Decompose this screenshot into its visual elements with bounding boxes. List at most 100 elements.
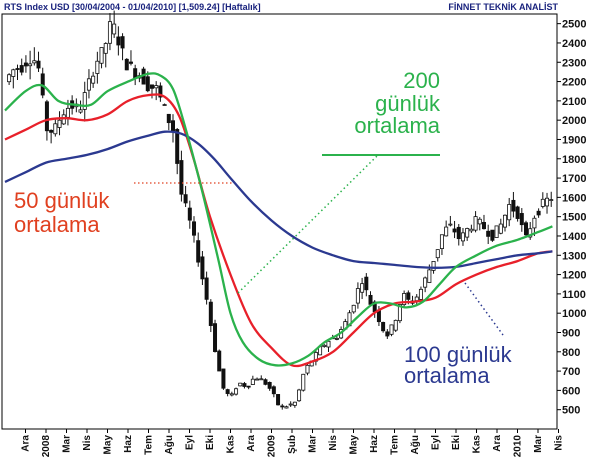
y-tick-label: 1900 <box>562 134 586 146</box>
ma200-line <box>4 72 553 367</box>
y-tick-label: 2000 <box>562 115 586 127</box>
price-candle <box>65 107 70 118</box>
price-candle <box>196 240 201 263</box>
price-candle <box>225 389 230 394</box>
chart-header-title: RTS Index USD [30/04/2004 - 01/04/2010] … <box>4 2 261 12</box>
price-candle <box>91 75 96 84</box>
price-candle <box>271 386 276 395</box>
x-tick-label: Eyl <box>431 435 442 450</box>
y-tick-label: 900 <box>562 327 580 339</box>
ma200-label-line1: 200 <box>403 68 440 93</box>
y-tick-label: 2500 <box>562 19 586 31</box>
price-candle <box>519 213 524 226</box>
x-tick-label: Tem <box>144 435 155 455</box>
price-candle <box>267 381 272 389</box>
price-candle <box>452 228 457 233</box>
y-tick-label: 700 <box>562 366 580 378</box>
ma50-line <box>4 93 553 368</box>
annotation-pointers <box>134 154 504 336</box>
price-candle <box>234 388 239 395</box>
x-tick-label: Mar <box>62 435 73 453</box>
price-candle <box>175 129 180 164</box>
price-candle <box>246 385 251 388</box>
ma200-label-line3: ortalama <box>354 113 440 138</box>
price-candle <box>532 217 537 229</box>
price-candle <box>200 256 205 280</box>
price-candle <box>351 304 356 313</box>
y-tick-label: 2300 <box>562 57 586 69</box>
price-candle <box>385 331 390 337</box>
y-tick-label: 1000 <box>562 308 586 320</box>
price-candle <box>82 92 87 110</box>
price-candle <box>456 226 461 240</box>
chart-header-brand: FİNNET TEKNİK ANALİST <box>448 2 558 12</box>
y-tick-label: 1200 <box>562 270 586 282</box>
x-tick-label: May <box>349 435 360 455</box>
y-tick-label: 2200 <box>562 77 586 89</box>
price-candle <box>402 293 407 306</box>
price-candle <box>263 379 268 385</box>
x-tick-label: Tem <box>390 435 401 455</box>
price-candle <box>393 319 398 331</box>
price-candle <box>229 393 234 396</box>
x-tick-label: Nis <box>554 435 565 451</box>
ma50-label-line1: 50 günlük <box>14 188 110 213</box>
price-candle <box>32 60 37 64</box>
y-tick-label: 1700 <box>562 173 586 185</box>
y-tick-label: 600 <box>562 385 580 397</box>
price-candle <box>473 216 478 231</box>
price-candle <box>536 210 541 216</box>
price-candle <box>36 60 41 69</box>
price-candle <box>364 276 369 291</box>
price-candle <box>498 223 503 234</box>
price-candle <box>486 230 491 237</box>
price-candle <box>460 232 465 242</box>
price-candle <box>524 222 529 236</box>
price-candle <box>477 218 482 225</box>
price-candle <box>7 74 12 83</box>
y-tick-label: 500 <box>562 405 580 417</box>
price-candle <box>381 322 386 332</box>
price-candle <box>549 199 554 201</box>
price-candle <box>187 207 192 221</box>
x-tick-label: 2009 <box>267 435 278 458</box>
price-candle <box>183 194 188 204</box>
price-candle <box>322 344 327 347</box>
price-candle <box>179 160 184 195</box>
x-tick-label: Ağu <box>164 435 175 454</box>
price-candle <box>57 119 62 128</box>
price-candle <box>217 350 222 372</box>
price-candle <box>360 283 365 293</box>
price-candle <box>305 364 310 374</box>
price-candle <box>545 197 550 207</box>
price-candle <box>540 198 545 207</box>
price-candle <box>11 69 16 77</box>
price-candle <box>494 225 499 238</box>
price-candle <box>397 304 402 322</box>
price-candle <box>301 373 306 391</box>
price-candle <box>204 277 209 300</box>
price-candle <box>116 36 121 46</box>
price-candle <box>19 65 24 73</box>
price-candle <box>112 23 117 35</box>
price-candle <box>439 234 444 249</box>
price-candle <box>389 324 394 335</box>
x-tick-label: Nis <box>328 435 339 451</box>
price-candle <box>158 85 163 98</box>
price-candle <box>502 214 507 228</box>
y-tick-label: 1600 <box>562 192 586 204</box>
price-candle <box>23 62 28 67</box>
x-tick-label: Mar <box>533 435 544 453</box>
price-candle <box>53 123 58 135</box>
price-candle <box>481 221 486 230</box>
price-candle <box>44 101 49 132</box>
price-candle <box>284 406 289 409</box>
y-tick-label: 2100 <box>562 96 586 108</box>
y-axis: 500 600 700 800 900 1000 1100 1200 1300 1400 1500 1… <box>557 19 586 417</box>
x-tick-label: Eki <box>451 435 462 450</box>
price-candle <box>95 60 100 74</box>
price-candle <box>124 58 129 71</box>
price-candle <box>490 229 495 241</box>
price-candle <box>208 301 213 326</box>
x-tick-label: Kas <box>472 435 483 454</box>
